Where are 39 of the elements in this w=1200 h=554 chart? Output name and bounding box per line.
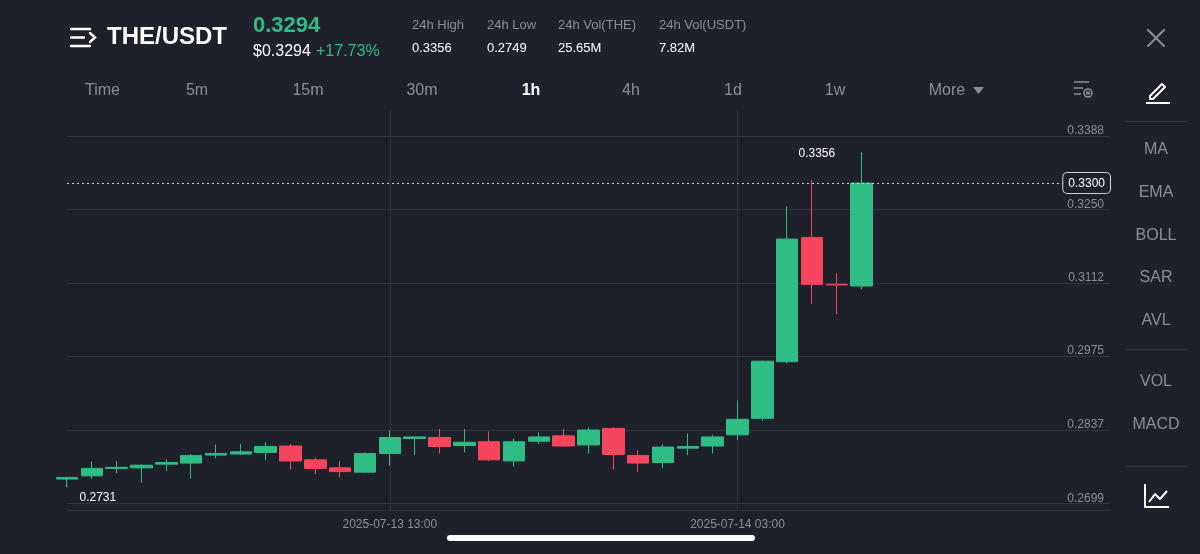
y-tick-label: 0.2837 — [1067, 417, 1105, 431]
text: More — [928, 81, 966, 99]
text: Time — [85, 81, 120, 99]
annotation: 0.2731 — [79, 489, 117, 504]
text: 0.3294 — [253, 12, 321, 38]
text: 15m — [292, 81, 324, 99]
text: 1d — [724, 81, 742, 99]
text: MACD — [1132, 415, 1180, 433]
text: 24h Low — [487, 17, 537, 32]
text: 24h High — [412, 17, 465, 32]
text: MA — [1144, 140, 1168, 158]
text: AVL — [1141, 311, 1171, 329]
text: 1h — [521, 81, 541, 99]
text: 24h Vol(THE) — [558, 17, 637, 32]
text: 0.3356 — [412, 40, 452, 55]
text: 4h — [622, 81, 640, 99]
text: BOLL — [1135, 226, 1177, 244]
text: SAR — [1139, 268, 1173, 286]
x-tick-label: 2025-07-14 03:00 — [690, 517, 786, 531]
text: +17.73% — [316, 42, 380, 60]
text: 25.65M — [558, 40, 602, 55]
y-tick-label: 0.3250 — [1067, 196, 1105, 211]
text: 7.82M — [659, 40, 696, 55]
text: 0.2749 — [487, 40, 527, 55]
text: 1w — [824, 81, 846, 99]
ref-line-label: 0.3300 — [1068, 176, 1106, 191]
text: 30m — [406, 81, 438, 99]
x-tick-label: 2025-07-13 13:00 — [342, 517, 438, 531]
text: 24h Vol(USDT) — [659, 17, 747, 32]
y-tick-label: 0.2699 — [1067, 490, 1105, 505]
y-tick-label: 0.3112 — [1068, 270, 1105, 285]
y-tick-label: 0.3388 — [1067, 123, 1105, 138]
text: VOL — [1139, 372, 1173, 390]
text: EMA — [1138, 183, 1174, 201]
chart-title: THE/USDT — [107, 22, 227, 50]
text: 5m — [185, 81, 209, 99]
annotation: 0.3356 — [798, 146, 836, 161]
y-tick-label: 0.2975 — [1067, 343, 1105, 358]
text: $0.3294 — [253, 42, 311, 60]
